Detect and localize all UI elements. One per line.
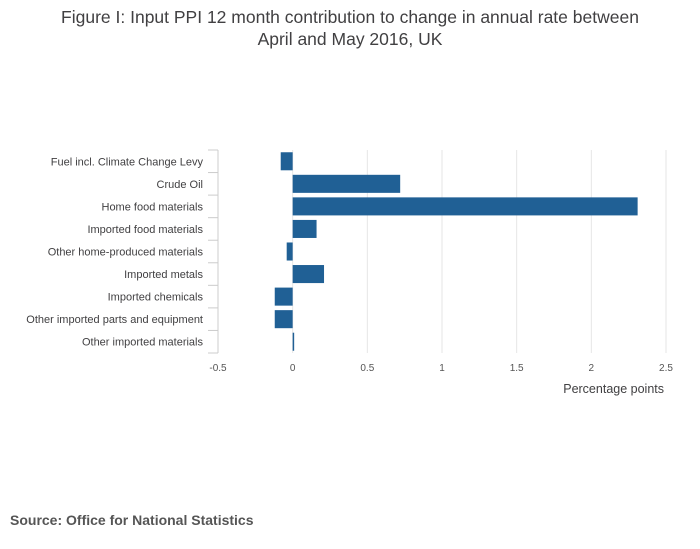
chart-title-line-1: Figure I: Input PPI 12 month contributio… xyxy=(61,7,639,27)
chart-title-line-2: April and May 2016, UK xyxy=(257,29,443,49)
category-label-8: Other imported materials xyxy=(82,337,204,349)
x-tick-label-2: 0.5 xyxy=(360,363,374,374)
x-tick-label-3: 1 xyxy=(439,363,445,374)
chart-title: Figure I: Input PPI 12 month contributio… xyxy=(0,6,700,50)
bar-4 xyxy=(286,242,293,261)
category-label-5: Imported metals xyxy=(124,269,203,281)
bar-1 xyxy=(292,174,401,193)
bar-5 xyxy=(292,265,325,284)
category-label-6: Imported chemicals xyxy=(108,292,204,304)
bar-2 xyxy=(292,197,638,216)
x-axis-title: Percentage points xyxy=(563,382,664,396)
bar-8 xyxy=(292,332,295,351)
bar-3 xyxy=(292,219,317,238)
category-label-1: Crude Oil xyxy=(157,179,203,191)
x-tick-label-6: 2.5 xyxy=(659,363,673,374)
category-label-0: Fuel incl. Climate Change Levy xyxy=(51,156,204,168)
category-label-2: Home food materials xyxy=(102,201,204,213)
category-label-7: Other imported parts and equipment xyxy=(26,314,203,326)
source-note: Source: Office for National Statistics xyxy=(10,512,254,528)
x-tick-label-5: 2 xyxy=(589,363,595,374)
category-label-3: Imported food materials xyxy=(87,224,203,236)
bar-0 xyxy=(280,152,293,171)
x-tick-label-0: -0.5 xyxy=(209,363,227,374)
bar-6 xyxy=(274,287,293,306)
x-tick-label-1: 0 xyxy=(290,363,296,374)
bar-7 xyxy=(274,310,293,329)
x-tick-label-4: 1.5 xyxy=(510,363,524,374)
category-label-4: Other home-produced materials xyxy=(48,247,204,259)
